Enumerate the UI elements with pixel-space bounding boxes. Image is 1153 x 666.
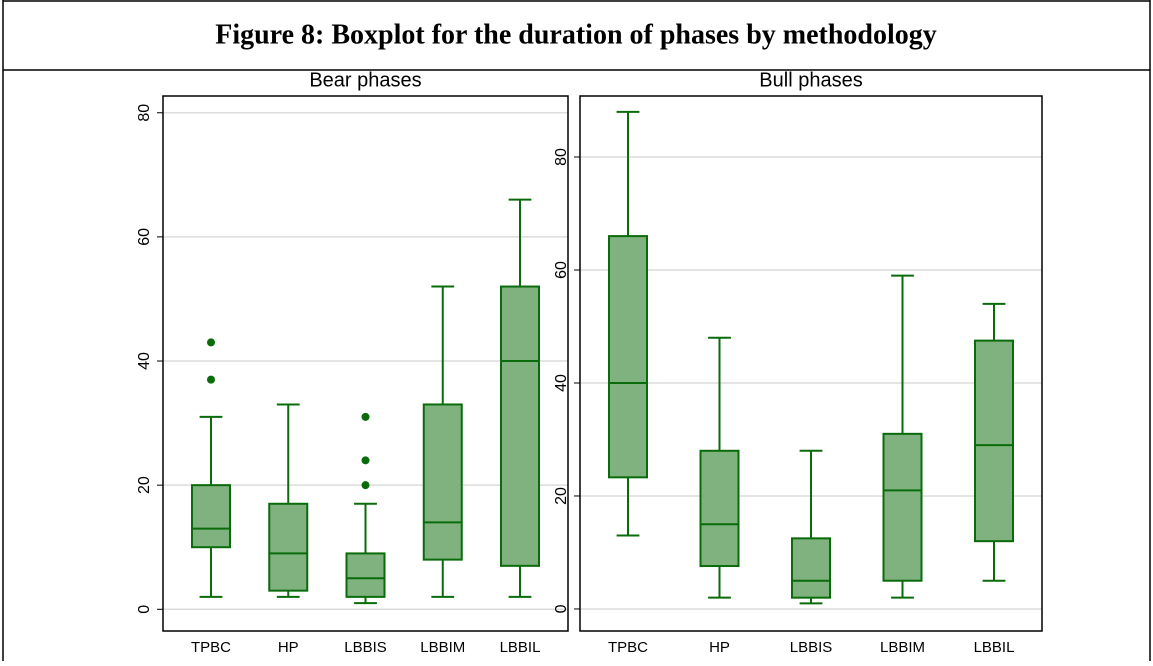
panel-title: Bull phases [759, 69, 862, 91]
box [699, 449, 740, 568]
y-tick-label: 80 [136, 104, 153, 122]
box [422, 403, 463, 561]
y-tick-label: 80 [553, 148, 570, 166]
y-tick-label: 60 [136, 228, 153, 246]
y-tick-label: 20 [136, 476, 153, 494]
y-tick-label: 0 [136, 605, 153, 614]
x-tick-label: HP [278, 639, 299, 656]
y-tick-label: 20 [553, 487, 570, 505]
box [500, 285, 540, 567]
box [974, 339, 1014, 543]
x-tick-label: TPBC [191, 639, 231, 656]
box [608, 235, 648, 479]
x-tick-label: LBBIM [420, 639, 465, 656]
plot-frame [579, 95, 1043, 632]
y-tick-label: 0 [553, 604, 570, 613]
outlier [361, 481, 370, 490]
x-tick-label: LBBIL [500, 639, 541, 656]
plot-frame [162, 95, 569, 632]
x-tick-label: LBBIM [880, 639, 925, 656]
y-tick-label: 60 [553, 261, 570, 279]
box [791, 537, 831, 599]
x-tick-label: HP [709, 639, 730, 656]
outlier [361, 412, 370, 421]
box [882, 432, 923, 582]
panel-title: Bear phases [309, 69, 421, 91]
outlier [207, 375, 215, 384]
box [191, 484, 231, 549]
x-tick-label: LBBIS [790, 639, 833, 656]
figure-title: Figure 8: Boxplot for the duration of ph… [215, 19, 937, 50]
x-tick-label: TPBC [608, 639, 648, 656]
y-tick-label: 40 [553, 374, 570, 392]
x-tick-label: LBBIS [344, 639, 387, 656]
outlier [361, 456, 370, 465]
box [345, 552, 386, 598]
y-tick-label: 40 [136, 352, 153, 370]
outlier [207, 338, 215, 347]
x-tick-label: LBBIL [974, 639, 1015, 656]
box [268, 502, 309, 592]
